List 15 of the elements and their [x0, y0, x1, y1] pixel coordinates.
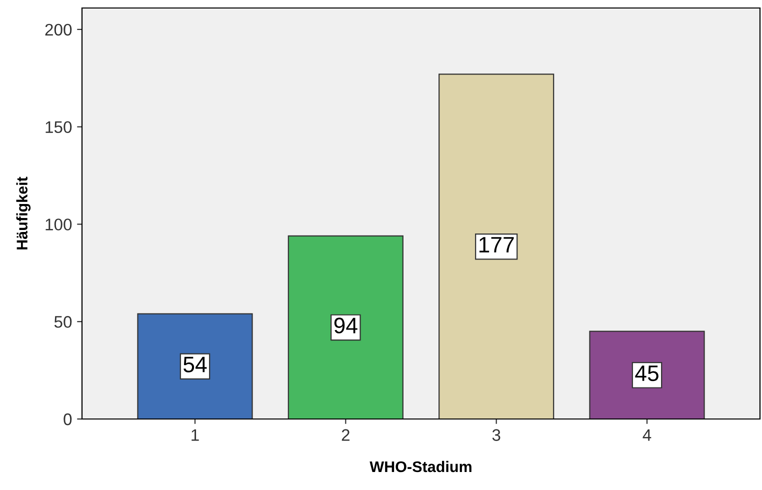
x-tick-label: 4 — [642, 429, 652, 441]
data-label: 177 — [479, 237, 514, 252]
x-tick-label: 3 — [492, 429, 500, 441]
x-tick-label: 1 — [192, 429, 199, 441]
y-tick-label: 50 — [54, 316, 72, 328]
data-label: 94 — [334, 318, 358, 334]
y-tick-label: 200 — [45, 24, 72, 36]
y-axis-title: Häufigkeit — [16, 176, 31, 250]
y-tick-label: 0 — [64, 413, 72, 426]
y-tick-label: 150 — [46, 121, 72, 134]
data-label: 45 — [635, 366, 658, 382]
data-label: 54 — [184, 356, 207, 372]
x-tick-label: 2 — [342, 429, 350, 441]
x-axis-title: WHO-Stadium — [370, 460, 472, 472]
y-tick-label: 100 — [46, 218, 72, 230]
